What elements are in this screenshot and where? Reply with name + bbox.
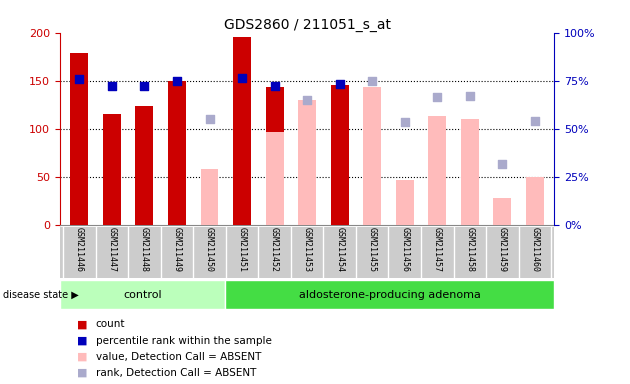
Text: GSM211448: GSM211448: [140, 227, 149, 271]
Bar: [266, 88, 284, 225]
Bar: [135, 106, 153, 225]
Bar: [428, 116, 446, 225]
Text: value, Detection Call = ABSENT: value, Detection Call = ABSENT: [96, 352, 261, 362]
Text: GSM211458: GSM211458: [466, 227, 474, 271]
Point: [237, 75, 247, 81]
Text: GSM211447: GSM211447: [107, 227, 117, 271]
Point: [139, 83, 149, 89]
Bar: [526, 177, 544, 225]
Bar: [71, 53, 88, 225]
Point: [302, 97, 312, 103]
Point: [367, 78, 377, 84]
Text: ■: ■: [77, 319, 87, 329]
Bar: [461, 119, 479, 225]
Bar: [266, 132, 284, 225]
Bar: [396, 180, 414, 225]
Bar: [200, 169, 219, 225]
Bar: [60, 280, 225, 309]
Text: GSM211459: GSM211459: [498, 227, 507, 271]
Point: [530, 118, 540, 124]
Text: GSM211451: GSM211451: [238, 227, 246, 271]
Point: [107, 83, 117, 89]
Title: GDS2860 / 211051_s_at: GDS2860 / 211051_s_at: [224, 18, 391, 31]
Text: rank, Detection Call = ABSENT: rank, Detection Call = ABSENT: [96, 368, 256, 378]
Point: [205, 116, 215, 122]
Text: ■: ■: [77, 352, 87, 362]
Text: disease state ▶: disease state ▶: [3, 290, 79, 300]
Text: aldosterone-producing adenoma: aldosterone-producing adenoma: [299, 290, 481, 300]
Bar: [298, 100, 316, 225]
Text: GSM211452: GSM211452: [270, 227, 279, 271]
Bar: [233, 38, 251, 225]
Text: GSM211456: GSM211456: [400, 227, 410, 271]
Bar: [225, 280, 554, 309]
Text: GSM211454: GSM211454: [335, 227, 344, 271]
Point: [465, 93, 475, 99]
Point: [335, 81, 345, 88]
Text: GSM211457: GSM211457: [433, 227, 442, 271]
Text: GSM211455: GSM211455: [368, 227, 377, 271]
Text: GSM211453: GSM211453: [302, 227, 312, 271]
Bar: [168, 81, 186, 225]
Point: [497, 161, 507, 167]
Bar: [364, 88, 381, 225]
Text: GSM211450: GSM211450: [205, 227, 214, 271]
Text: GSM211460: GSM211460: [530, 227, 539, 271]
Point: [172, 78, 182, 84]
Point: [432, 94, 442, 100]
Text: count: count: [96, 319, 125, 329]
Bar: [331, 86, 348, 225]
Text: ■: ■: [77, 368, 87, 378]
Point: [270, 83, 280, 89]
Point: [74, 76, 84, 82]
Text: control: control: [123, 290, 161, 300]
Bar: [103, 114, 121, 225]
Text: GSM211446: GSM211446: [75, 227, 84, 271]
Text: GSM211449: GSM211449: [173, 227, 181, 271]
Text: ■: ■: [77, 336, 87, 346]
Point: [399, 119, 410, 125]
Text: percentile rank within the sample: percentile rank within the sample: [96, 336, 272, 346]
Bar: [493, 198, 512, 225]
